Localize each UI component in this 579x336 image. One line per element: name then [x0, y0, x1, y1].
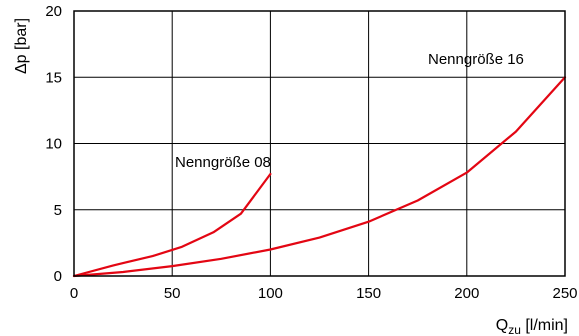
- x-axis-title: Qzu [l/min]: [496, 317, 568, 336]
- x-axis-title-main: Q: [496, 317, 508, 334]
- x-tick-label-100: 100: [258, 285, 283, 302]
- x-tick-label-250: 250: [552, 285, 577, 302]
- x-tick-label-200: 200: [454, 285, 479, 302]
- y-tick-label-10: 10: [45, 136, 62, 153]
- y-tick-label-15: 15: [45, 69, 62, 86]
- series-layer: [72, 76, 567, 278]
- x-tick-label-150: 150: [356, 285, 381, 302]
- y-tick-label-5: 5: [54, 202, 62, 219]
- tick-labels: 0 50 100 150 200 250 0 5 10 15 20: [45, 3, 577, 302]
- plot-frame: [73, 10, 566, 277]
- x-axis-title-subscript: zu: [508, 323, 521, 336]
- x-axis-title-unit: [l/min]: [521, 317, 568, 334]
- y-tick-label-20: 20: [45, 3, 62, 20]
- series-label-nenngroesse-16: Nenngröße 16: [428, 51, 524, 68]
- series-label-nenngroesse-08: Nenngröße 08: [175, 154, 271, 171]
- series-line-1: [72, 76, 567, 278]
- x-tick-label-0: 0: [70, 285, 78, 302]
- y-axis-title: Δp [bar]: [13, 18, 30, 74]
- series-line-0: [72, 172, 272, 278]
- x-tick-label-50: 50: [164, 285, 181, 302]
- y-tick-label-0: 0: [54, 268, 62, 285]
